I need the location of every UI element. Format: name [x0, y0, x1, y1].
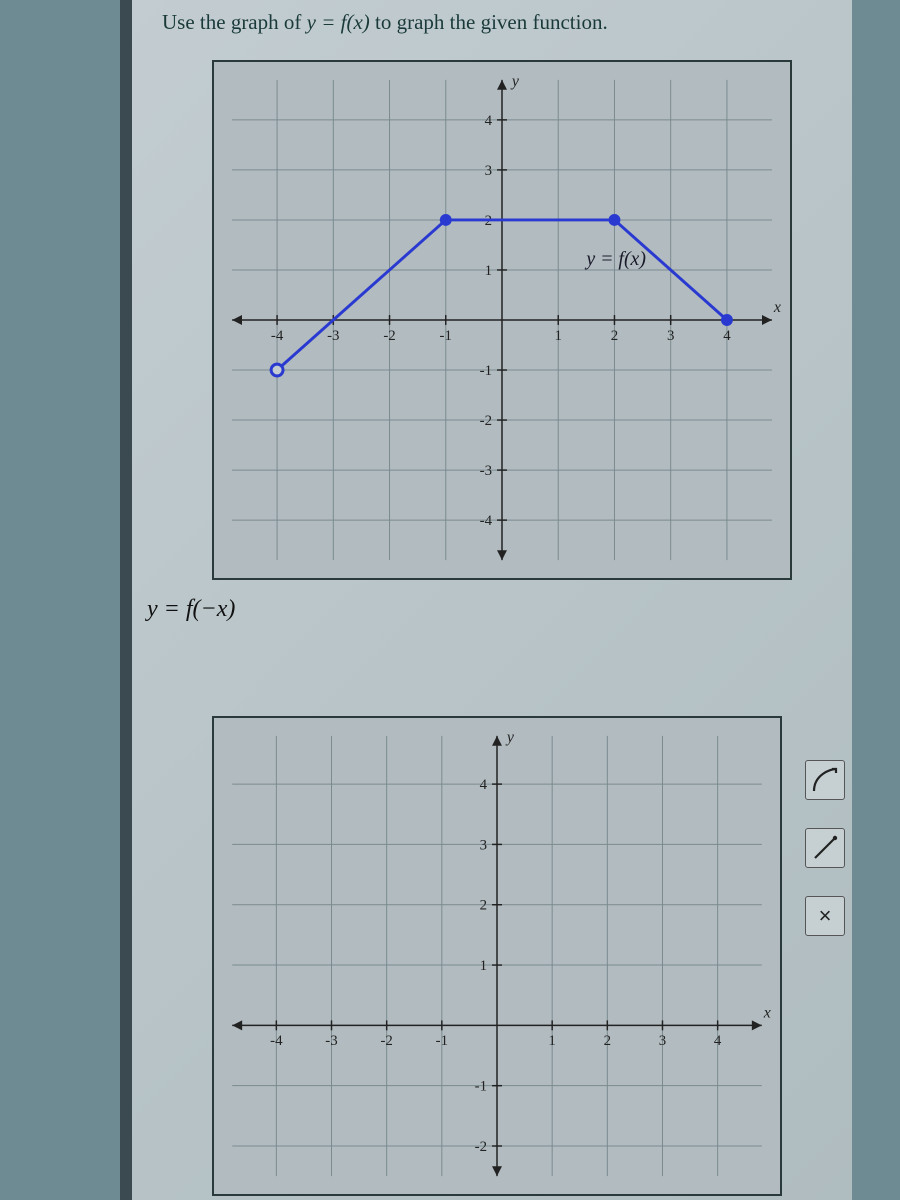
close-tool-button[interactable]: ×	[805, 896, 845, 936]
svg-text:3: 3	[659, 1033, 666, 1049]
svg-text:1: 1	[485, 263, 492, 279]
svg-text:4: 4	[480, 777, 488, 793]
svg-text:-4: -4	[270, 1033, 283, 1049]
svg-text:-3: -3	[325, 1033, 337, 1049]
svg-text:2: 2	[604, 1033, 611, 1049]
svg-text:1: 1	[555, 328, 562, 344]
answer-graph[interactable]: -4 -3 -2 -1 1 2 3 4 -2 -1 1 2 3 4 x y	[212, 716, 782, 1196]
problem-title: Use the graph of y = f(x) to graph the g…	[162, 10, 608, 35]
worksheet-sheet: Use the graph of y = f(x) to graph the g…	[120, 0, 852, 1200]
svg-text:2: 2	[611, 328, 618, 344]
svg-text:4: 4	[485, 113, 493, 129]
svg-text:-2: -2	[380, 1033, 392, 1049]
svg-text:-2: -2	[480, 413, 492, 429]
svg-text:4: 4	[723, 328, 731, 344]
reference-graph-svg: -4-3-2-11234-4-3-2-11234xyy = f(x)	[214, 62, 790, 578]
svg-text:3: 3	[667, 328, 674, 344]
tool-palette: ×	[798, 760, 852, 936]
svg-text:y: y	[505, 729, 515, 746]
svg-text:-1: -1	[440, 328, 452, 344]
svg-text:1: 1	[548, 1033, 555, 1049]
close-icon: ×	[819, 903, 832, 929]
svg-text:-2: -2	[475, 1139, 487, 1155]
svg-text:y: y	[510, 73, 520, 90]
svg-text:-2: -2	[383, 328, 395, 344]
svg-text:3: 3	[485, 163, 492, 179]
title-function: y = f(x)	[307, 10, 370, 34]
svg-text:y = f(x): y = f(x)	[584, 248, 646, 270]
line-tool-button[interactable]	[805, 828, 845, 868]
title-prefix: Use the graph of	[162, 10, 307, 34]
answer-graph-svg[interactable]: -4 -3 -2 -1 1 2 3 4 -2 -1 1 2 3 4 x y	[214, 718, 780, 1194]
line-icon	[810, 833, 840, 863]
curve-icon	[810, 765, 840, 795]
curve-tool-button[interactable]	[805, 760, 845, 800]
svg-text:-1: -1	[475, 1079, 487, 1095]
svg-text:1: 1	[480, 958, 487, 974]
svg-text:4: 4	[714, 1033, 722, 1049]
svg-text:2: 2	[480, 898, 487, 914]
svg-text:-1: -1	[436, 1033, 448, 1049]
svg-text:-4: -4	[480, 513, 493, 529]
title-suffix: to graph the given function.	[370, 10, 608, 34]
svg-text:x: x	[773, 299, 781, 316]
reference-graph: -4-3-2-11234-4-3-2-11234xyy = f(x)	[212, 60, 792, 580]
target-function-label: y = f(−x)	[147, 596, 235, 623]
svg-text:3: 3	[480, 837, 487, 853]
svg-text:-3: -3	[327, 328, 339, 344]
svg-text:-3: -3	[480, 463, 492, 479]
svg-text:-1: -1	[480, 363, 492, 379]
svg-text:-4: -4	[271, 328, 284, 344]
svg-text:x: x	[763, 1004, 771, 1021]
